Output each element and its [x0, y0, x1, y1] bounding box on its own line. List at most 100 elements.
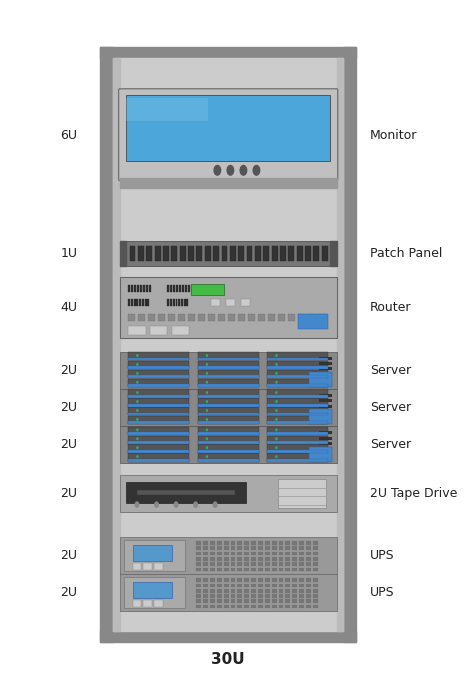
Bar: [285, 562, 290, 566]
Circle shape: [276, 410, 277, 411]
Bar: [133, 581, 172, 598]
Bar: [278, 479, 326, 508]
Bar: [203, 600, 208, 603]
Text: 4U: 4U: [61, 301, 78, 314]
Text: 2U Tape Drive: 2U Tape Drive: [370, 487, 457, 500]
Circle shape: [137, 392, 138, 393]
Bar: [198, 444, 259, 453]
Circle shape: [137, 429, 138, 431]
Bar: [224, 568, 228, 571]
Bar: [267, 441, 328, 443]
Bar: [198, 454, 259, 462]
Bar: [299, 605, 304, 608]
Bar: [198, 407, 259, 416]
Bar: [299, 578, 304, 582]
Text: 1U: 1U: [61, 247, 78, 260]
Bar: [128, 398, 189, 406]
Bar: [267, 435, 328, 443]
Bar: [299, 552, 304, 556]
Bar: [186, 299, 188, 306]
Bar: [196, 568, 201, 571]
Bar: [128, 370, 189, 379]
Bar: [198, 416, 259, 425]
Bar: [224, 546, 228, 550]
Bar: [251, 594, 256, 598]
Bar: [217, 594, 222, 598]
Bar: [217, 552, 222, 556]
Circle shape: [137, 364, 138, 365]
Bar: [133, 563, 141, 570]
Bar: [224, 541, 228, 545]
Bar: [244, 589, 249, 593]
Bar: [265, 600, 270, 603]
Bar: [272, 541, 276, 545]
Bar: [139, 299, 141, 306]
Bar: [246, 247, 253, 260]
Bar: [299, 541, 304, 545]
Bar: [128, 389, 189, 397]
Bar: [196, 546, 201, 550]
Bar: [217, 557, 222, 560]
Bar: [279, 594, 283, 598]
Text: 2U: 2U: [61, 586, 78, 600]
Bar: [210, 578, 215, 582]
Bar: [224, 552, 228, 556]
Bar: [267, 370, 328, 379]
Bar: [128, 379, 189, 387]
Bar: [319, 372, 332, 376]
Bar: [313, 583, 318, 587]
Bar: [306, 578, 311, 582]
Bar: [142, 299, 144, 306]
Bar: [238, 247, 244, 260]
Bar: [237, 562, 242, 566]
Bar: [330, 241, 337, 266]
Bar: [210, 594, 215, 598]
Bar: [231, 578, 236, 582]
Bar: [285, 541, 290, 545]
Bar: [267, 407, 328, 416]
Bar: [292, 583, 297, 587]
Bar: [167, 299, 169, 306]
Bar: [231, 589, 236, 593]
Bar: [244, 557, 249, 560]
Bar: [337, 58, 343, 631]
Text: Patch Panel: Patch Panel: [370, 247, 442, 260]
Bar: [279, 568, 283, 571]
Bar: [196, 552, 201, 556]
Bar: [237, 583, 242, 587]
Text: 2U: 2U: [61, 401, 78, 414]
Bar: [319, 357, 332, 360]
Bar: [308, 314, 315, 321]
Bar: [231, 546, 236, 550]
Bar: [188, 314, 195, 321]
Bar: [237, 552, 242, 556]
Bar: [180, 247, 186, 260]
Bar: [128, 435, 189, 443]
Bar: [267, 450, 328, 453]
Bar: [203, 605, 208, 608]
Bar: [299, 568, 304, 571]
Circle shape: [155, 502, 158, 507]
Bar: [265, 578, 270, 582]
Bar: [231, 600, 236, 603]
Circle shape: [137, 456, 138, 458]
Bar: [319, 400, 332, 402]
Bar: [265, 583, 270, 587]
Bar: [126, 483, 246, 503]
Bar: [267, 444, 328, 453]
Bar: [244, 568, 249, 571]
Bar: [255, 247, 261, 260]
Circle shape: [137, 372, 138, 375]
Bar: [306, 552, 311, 556]
Bar: [237, 600, 242, 603]
Bar: [251, 605, 256, 608]
Bar: [173, 299, 175, 306]
Bar: [319, 442, 332, 445]
Circle shape: [276, 372, 277, 375]
Bar: [298, 314, 305, 321]
Bar: [146, 247, 152, 260]
Bar: [126, 95, 330, 162]
Bar: [267, 404, 328, 406]
Bar: [319, 394, 332, 397]
Bar: [299, 600, 304, 603]
